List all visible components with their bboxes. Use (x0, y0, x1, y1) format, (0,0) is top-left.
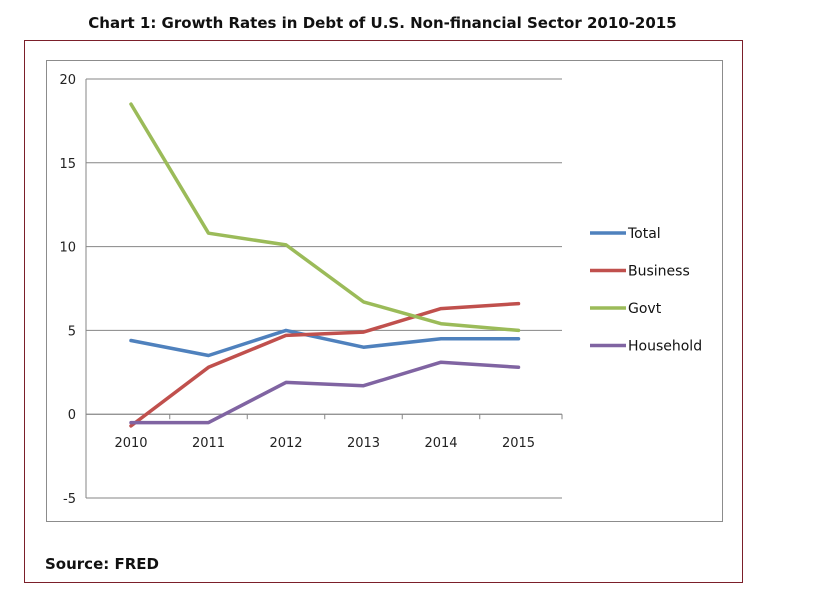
y-tick-label: 20 (59, 73, 76, 88)
y-tick-label: 15 (59, 157, 76, 172)
x-tick-labels: 2010 2011 2012 2013 2014 2015 (114, 436, 535, 451)
legend-label-business: Business (628, 264, 690, 280)
chart-frame (24, 40, 743, 583)
legend-label-total: Total (627, 226, 661, 242)
series-line-business (129, 301, 521, 428)
series-line-household (129, 360, 521, 425)
x-tick-label-2013: 2013 (347, 436, 380, 451)
y-tick-label: -5 (63, 492, 76, 507)
y-tick-labels: -5 0 5 10 15 20 (59, 73, 76, 507)
series-line-govt (129, 102, 521, 333)
legend-label-household: Household (628, 339, 702, 355)
gridlines (86, 78, 562, 499)
y-tick-label: 0 (68, 408, 76, 423)
plot-area (46, 60, 723, 522)
x-tick-label-2015: 2015 (502, 436, 535, 451)
y-tick-label: 10 (59, 241, 76, 256)
axes (85, 79, 563, 498)
x-tick-label-2012: 2012 (269, 436, 302, 451)
series-lines (129, 102, 521, 428)
x-tick-label-2011: 2011 (192, 436, 225, 451)
source-note: Source: FRED (45, 555, 159, 573)
series-line-total (129, 328, 521, 358)
legend: Total Business Govt Household (590, 226, 702, 355)
legend-label-govt: Govt (628, 301, 662, 317)
y-tick-label: 5 (68, 324, 76, 339)
x-tick-label-2014: 2014 (424, 436, 457, 451)
x-tick-label-2010: 2010 (114, 436, 147, 451)
chart-title: Chart 1: Growth Rates in Debt of U.S. No… (88, 14, 677, 32)
